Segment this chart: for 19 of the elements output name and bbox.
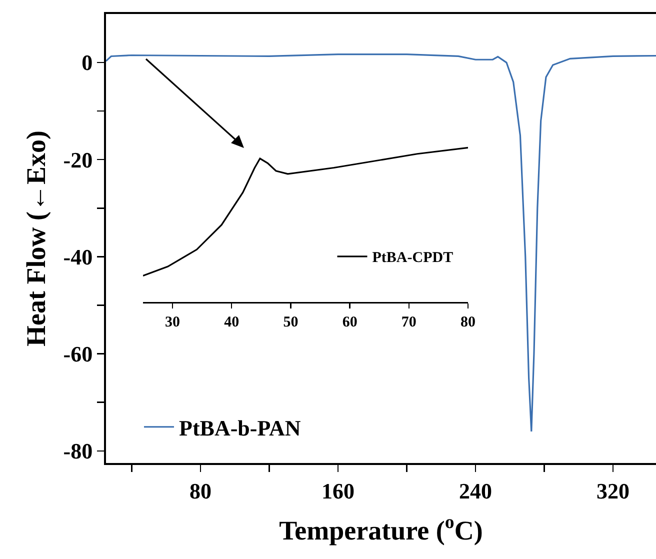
x-tick-label: 320 <box>596 478 630 504</box>
x-tick-label: 30 <box>165 314 180 330</box>
x-tick-label: 70 <box>401 314 416 330</box>
x-tick-label: 160 <box>322 478 355 504</box>
y-axis-title: Heat Flow (←Exo) <box>20 130 51 346</box>
legend-label: PtBA-b-PAN <box>179 415 301 440</box>
x-tick-label: 80 <box>190 478 212 504</box>
x-tick-label: 40 <box>224 314 240 330</box>
y-tick-label: 0 <box>82 50 93 76</box>
x-tick-label: 50 <box>283 314 298 330</box>
y-tick-label: -80 <box>63 438 93 464</box>
x-tick-label: 240 <box>459 478 492 504</box>
x-tick-label: 60 <box>342 314 358 330</box>
y-tick-label: -40 <box>63 244 93 270</box>
x-tick-label: 80 <box>460 314 476 330</box>
x-axis-title: Temperature ($^{o}$C) <box>279 512 483 546</box>
y-tick-label: -60 <box>63 341 93 366</box>
legend-label: PtBA-CPDT <box>372 250 454 266</box>
y-tick-label: -20 <box>63 147 93 172</box>
